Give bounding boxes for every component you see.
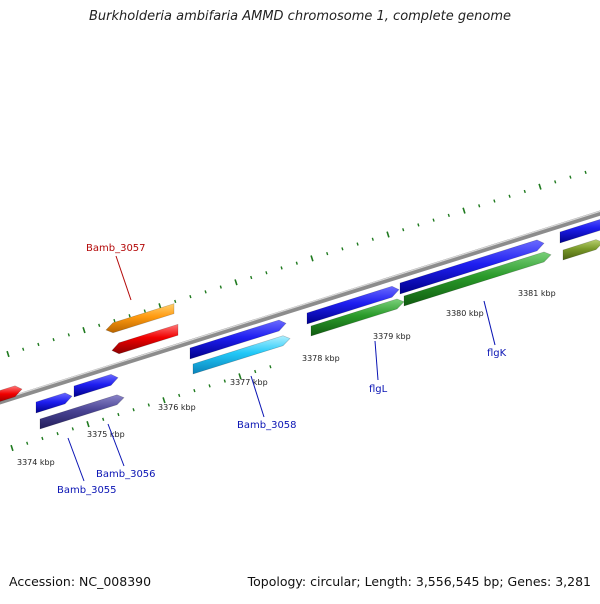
lower-track-tick — [223, 379, 226, 383]
upper-track-tick — [417, 223, 420, 227]
lower-track-tick — [132, 408, 135, 412]
gene-next-arrow[interactable] — [559, 215, 600, 244]
upper-track-tick — [402, 228, 405, 232]
gene-flgK-arrow[interactable] — [399, 239, 545, 295]
lower-track-tick — [117, 412, 120, 417]
upper-track-tick — [326, 251, 329, 256]
leader-Bamb_3057 — [115, 255, 132, 301]
tick-label-3381: 3381 kbp — [518, 289, 556, 298]
upper-track-tick — [265, 271, 268, 275]
upper-track-tick — [128, 314, 131, 318]
gene-label-Bamb_3055[interactable]: Bamb_3055 — [57, 485, 117, 496]
genome-stats-text: Topology: circular; Length: 3,556,545 bp… — [247, 574, 591, 589]
upper-track-tick — [493, 199, 496, 203]
upper-track-tick — [67, 333, 70, 337]
gene-Bamb_3055-arrow[interactable] — [35, 392, 73, 414]
lower-track-tick — [178, 393, 181, 398]
upper-track-tick — [554, 180, 557, 184]
map-title: Burkholderia ambifaria AMMD chromosome 1… — [88, 9, 512, 24]
lower-track-tick — [41, 436, 44, 441]
gene-label-Bamb_3057[interactable]: Bamb_3057 — [86, 243, 146, 254]
gene-label-Bamb_3056[interactable]: Bamb_3056 — [96, 469, 156, 480]
upper-track-tick — [82, 326, 86, 334]
tick-label-3379: 3379 kbp — [373, 332, 411, 341]
upper-track-tick — [6, 350, 10, 358]
upper-track-tick — [584, 170, 587, 174]
upper-track-tick — [432, 218, 435, 222]
gene-Bamb_3058-arrow[interactable] — [189, 319, 287, 360]
cds-flgK-bar[interactable] — [403, 251, 552, 307]
lower-track-tick — [208, 384, 211, 388]
tick-label-3380: 3380 kbp — [446, 309, 484, 318]
accession-text: Accession: NC_008390 — [9, 574, 152, 589]
upper-track-tick — [37, 342, 40, 347]
lower-track-tick — [26, 441, 29, 445]
upper-track-tick — [371, 237, 374, 241]
lower-track-tick — [193, 388, 196, 393]
cds-next-bar[interactable] — [562, 239, 600, 261]
upper-track-tick — [462, 207, 466, 214]
upper-track-tick — [386, 231, 390, 238]
lower-track-tick — [162, 397, 166, 404]
gene-label-flgK[interactable]: flgK — [487, 348, 507, 359]
upper-track-tick — [341, 247, 344, 251]
lower-track-tick — [10, 444, 14, 452]
lower-track-tick — [269, 365, 272, 369]
upper-track-tick — [22, 347, 25, 351]
tick-label-3376: 3376 kbp — [158, 403, 196, 412]
upper-track-tick — [174, 299, 177, 304]
lower-track-tick — [238, 373, 242, 380]
leader-Bamb_3056 — [107, 423, 125, 467]
leader-Bamb_3055 — [67, 437, 85, 482]
tick-label-3377: 3377 kbp — [230, 378, 268, 387]
gene-label-flgL[interactable]: flgL — [369, 384, 388, 395]
lower-track-tick — [86, 420, 90, 428]
gene-flgL-arrow[interactable] — [306, 285, 400, 325]
backbone-highlight — [0, 210, 600, 401]
upper-track-tick — [219, 285, 222, 289]
upper-track-tick — [98, 323, 101, 327]
upper-track-tick — [234, 279, 238, 286]
upper-track-tick — [250, 275, 253, 280]
cds-flgL-bar[interactable] — [310, 298, 405, 337]
leader-flgK — [483, 300, 496, 346]
upper-track-tick — [508, 194, 511, 198]
upper-track-tick — [143, 309, 146, 313]
tick-label-3374: 3374 kbp — [17, 458, 55, 467]
lower-track-tick — [102, 417, 105, 421]
upper-track-tick — [52, 338, 55, 342]
cds-Bamb_3057-bar[interactable] — [105, 303, 175, 334]
upper-track-tick — [204, 290, 207, 294]
lower-track-tick — [147, 403, 150, 407]
upper-track-tick — [447, 213, 450, 218]
leader-Bamb_3058 — [250, 375, 265, 418]
upper-track-tick — [569, 175, 572, 179]
upper-track-tick — [356, 242, 359, 246]
cds-Bamb_3055-bar[interactable] — [39, 394, 125, 430]
gene-label-Bamb_3058[interactable]: Bamb_3058 — [237, 420, 297, 431]
tick-label-3378: 3378 kbp — [302, 354, 340, 363]
backbone-line — [0, 210, 600, 405]
upper-track-tick — [310, 255, 314, 262]
lower-track-tick — [254, 369, 257, 374]
upper-track-tick — [189, 294, 192, 299]
upper-track-tick — [280, 266, 283, 270]
upper-track-tick — [523, 189, 526, 194]
leader-flgL — [374, 340, 379, 381]
tick-label-3375: 3375 kbp — [87, 430, 125, 439]
upper-track-tick — [113, 318, 116, 323]
upper-track-tick — [478, 204, 481, 208]
upper-track-tick — [538, 183, 542, 190]
cds-Bamb_3058-bar[interactable] — [192, 335, 291, 375]
lower-track-tick — [71, 427, 74, 431]
gene-Bamb_3057-arrow[interactable] — [111, 323, 179, 355]
lower-track-tick — [56, 432, 59, 436]
upper-track-tick — [295, 261, 298, 265]
gene-Bamb_3056-arrow[interactable] — [73, 374, 119, 398]
gene-prev-arrow[interactable] — [0, 385, 23, 404]
